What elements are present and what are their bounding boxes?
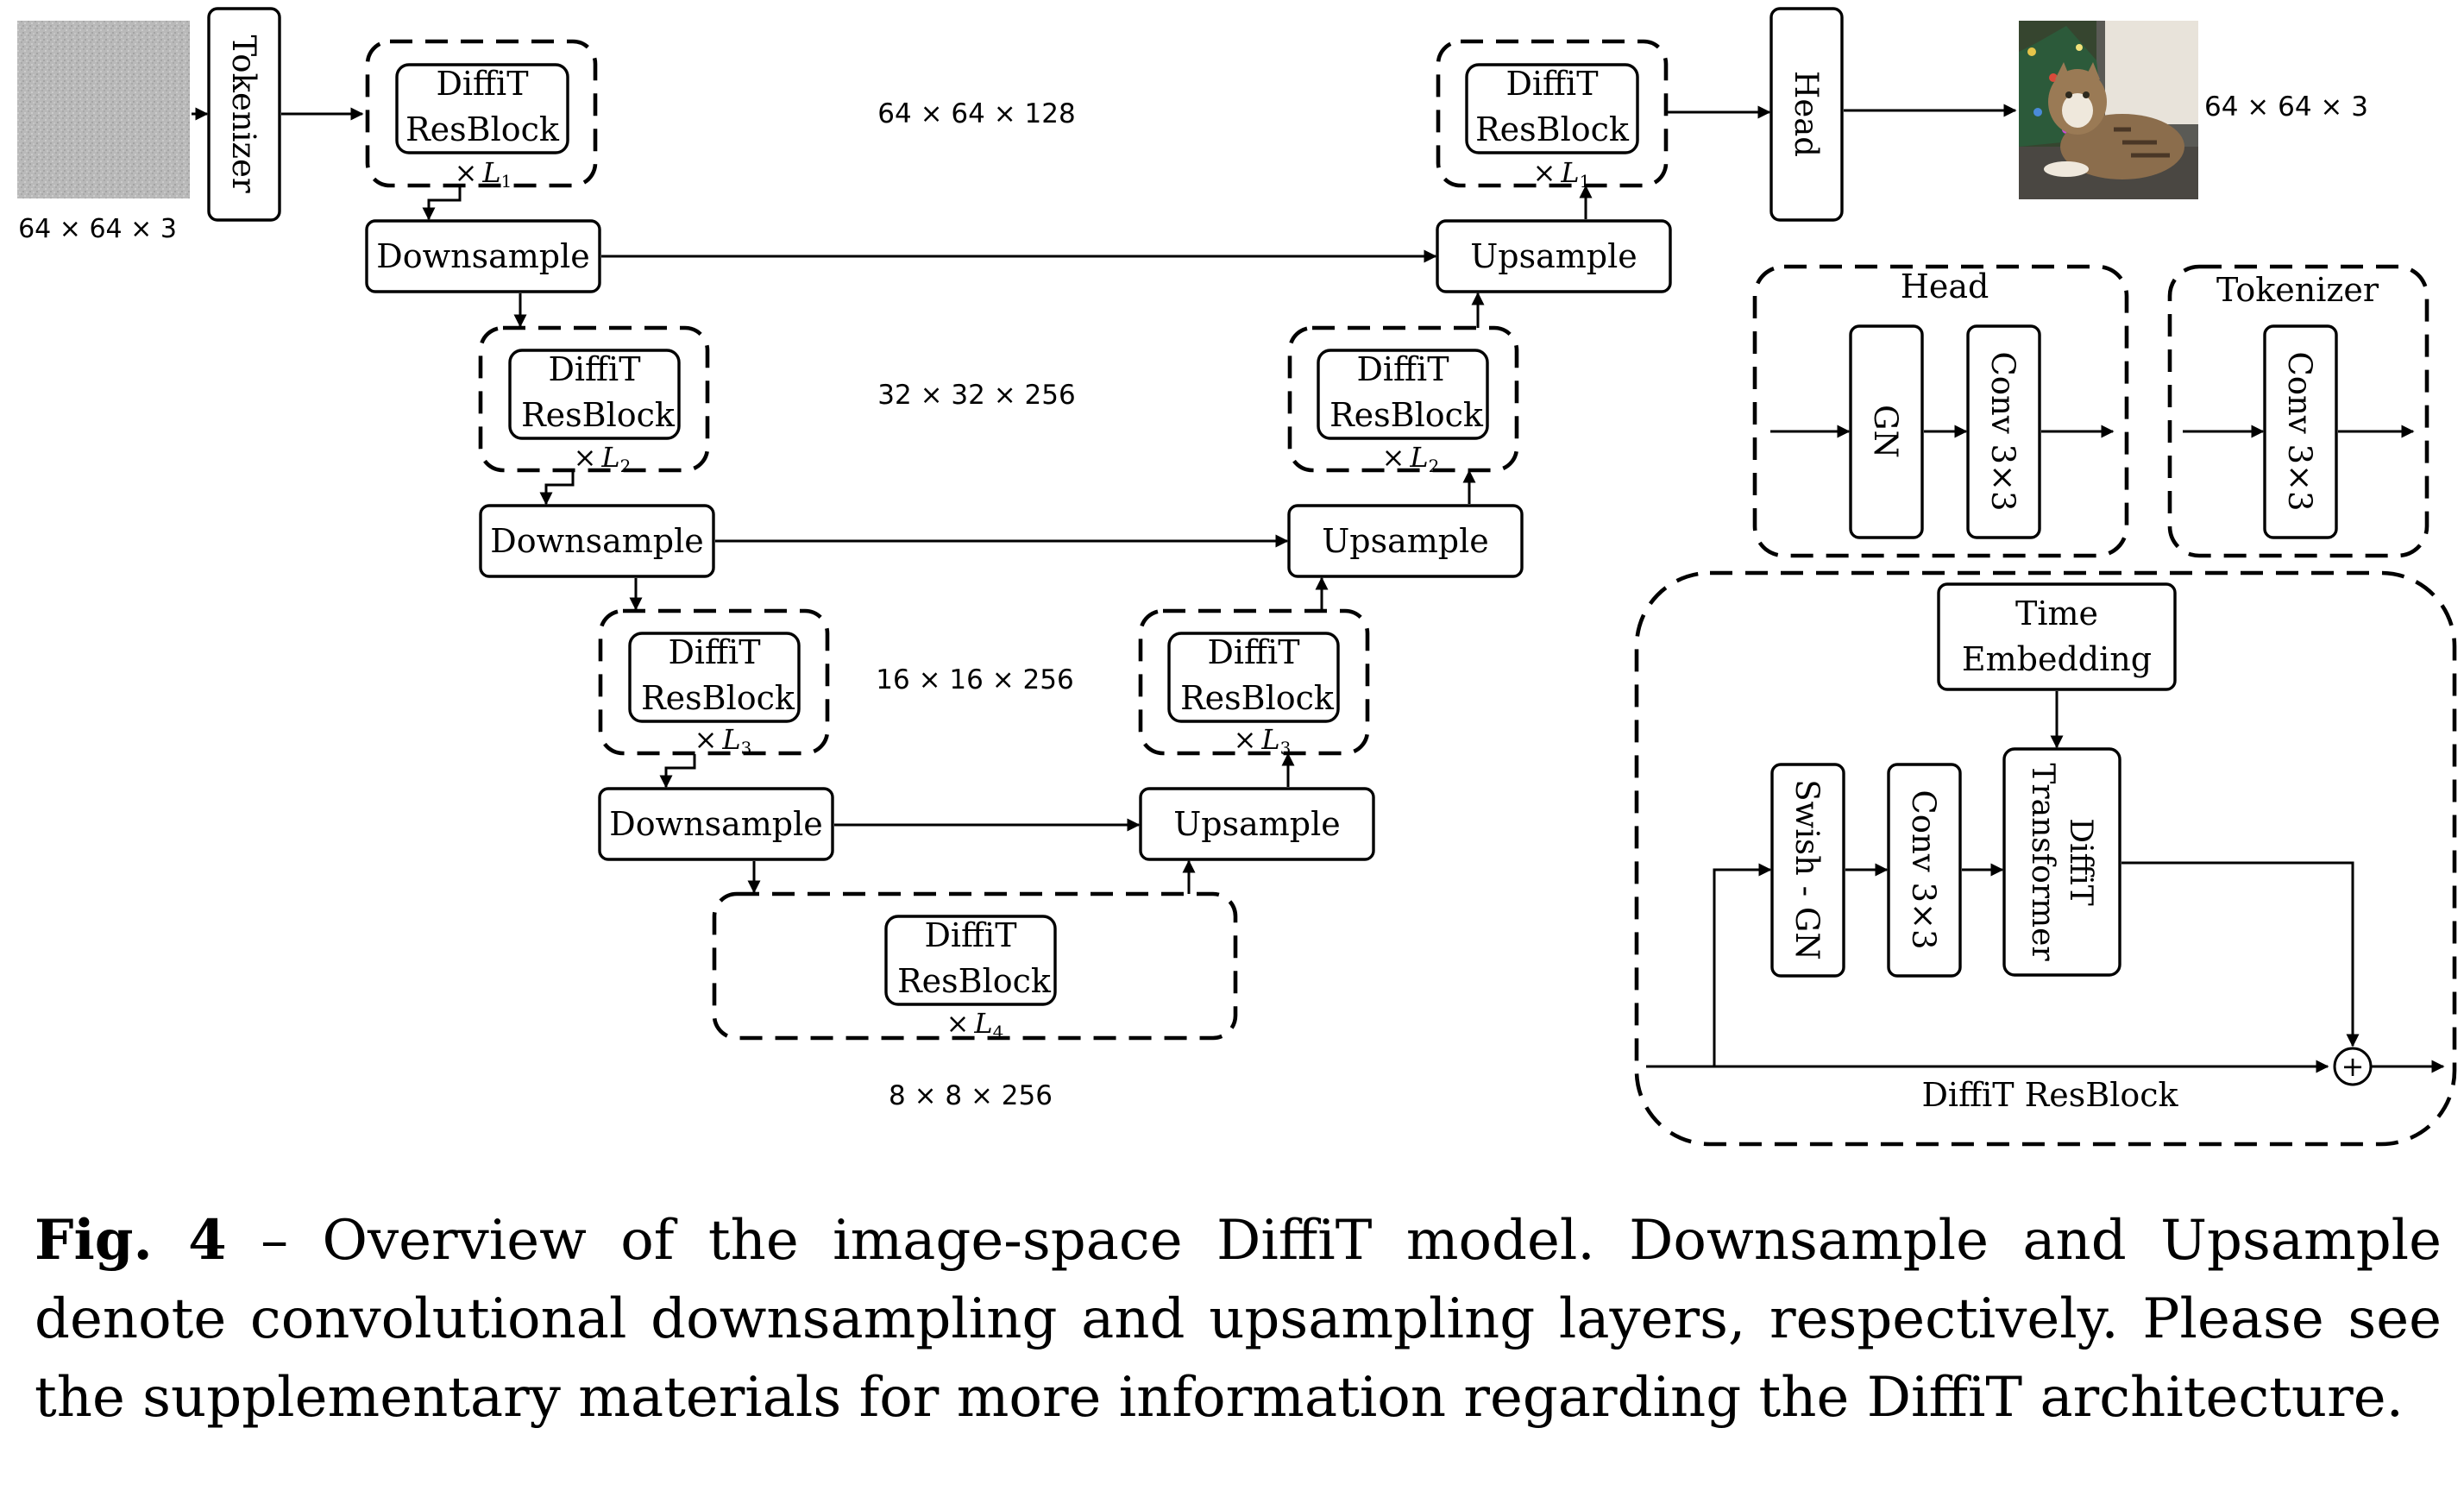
tokenizer-detail-panel <box>2167 264 2429 558</box>
output-cat-image <box>2019 21 2198 199</box>
decoder-level3-resblock-subtitle: ResBlock <box>1180 679 1335 717</box>
encoder-level3-resblock-title: DiffiT <box>668 633 760 671</box>
encoder-level1-resblock-subtitle: ResBlock <box>405 110 560 148</box>
tokenizer-detail-title: Tokenizer <box>2216 271 2379 309</box>
time-embedding-line1: Time <box>2015 595 2098 632</box>
downsample-block-3 <box>598 787 834 861</box>
decoder-level3-resblock-title: DiffiT <box>1207 633 1299 671</box>
tokenizer-conv-block-label: Conv 3×3 <box>2281 351 2318 511</box>
upsample-block-2 <box>1287 504 1524 578</box>
encoder-level3-group <box>598 608 830 756</box>
upsample-block-3 <box>1139 787 1375 861</box>
decoder-level1-resblock <box>1465 63 1639 154</box>
encoder-level3-resblock <box>628 632 801 723</box>
encoder-level2-resblock <box>508 349 681 440</box>
downsample-block-1-label: Downsample <box>376 237 590 275</box>
downsample-block-2 <box>479 504 715 578</box>
encoder-level2-resblock-title: DiffiT <box>548 350 640 388</box>
bottleneck-group <box>712 891 1238 1041</box>
swish-gn-block <box>1770 763 1845 978</box>
swish-gn-block-label: Swish - GN <box>1788 779 1826 960</box>
figure-number: Fig. 4 <box>35 1208 227 1273</box>
diffit-transformer-line1: DiffiT <box>2063 818 2098 905</box>
bottleneck-repeat: × L4 <box>946 1007 1004 1042</box>
upsample-block-1 <box>1436 219 1672 293</box>
head-detail-panel <box>1752 264 2129 558</box>
decoder-level2-resblock-subtitle: ResBlock <box>1329 396 1484 434</box>
downsample-block-2-label: Downsample <box>490 522 704 560</box>
encoder-level1-repeat: × L1 <box>455 156 512 192</box>
bottleneck-resblock-subtitle: ResBlock <box>897 962 1052 1000</box>
decoder-level2-repeat: × L2 <box>1382 441 1440 476</box>
tokenizer-block-label: Tokenizer <box>225 35 262 192</box>
time-embedding-block <box>1937 582 2177 691</box>
decoder-level1-resblock-title: DiffiT <box>1505 65 1598 103</box>
tokenizer-conv-block <box>2263 324 2338 539</box>
input-noise-image <box>17 21 190 198</box>
output-dims-label: 64 × 64 × 3 <box>2204 91 2368 123</box>
decoder-level1-resblock-subtitle: ResBlock <box>1475 110 1630 148</box>
resblock-conv-block <box>1887 763 1962 978</box>
head-block <box>1769 7 1844 222</box>
encoder-level3-repeat: × L3 <box>695 723 752 758</box>
decoder-level3-resblock <box>1167 632 1340 723</box>
head-conv-block-label: Conv 3×3 <box>1984 351 2021 511</box>
residual-add-symbol: + <box>2341 1050 2365 1083</box>
gn-block-label: GN <box>1867 405 1904 458</box>
decoder-level1-group <box>1436 39 1669 188</box>
head-block-label: Head <box>1788 71 1825 157</box>
gn-block <box>1849 324 1924 539</box>
decoder-level3-repeat: × L3 <box>1234 723 1292 758</box>
encoder-level2-repeat: × L2 <box>574 441 632 476</box>
decoder-level3-group <box>1138 608 1370 756</box>
level2-dims-label: 32 × 32 × 256 <box>877 380 1075 411</box>
decoder-level2-resblock <box>1317 349 1489 440</box>
encoder-level3-resblock-subtitle: ResBlock <box>641 679 795 717</box>
diffit-transformer-block <box>2002 747 2121 977</box>
resblock-detail-panel <box>1634 570 2457 1147</box>
resblock-detail-footer: DiffiT ResBlock <box>1921 1076 2178 1114</box>
diffit-transformer-line2: Transformer <box>2025 763 2060 961</box>
encoder-level1-resblock-title: DiffiT <box>436 65 528 103</box>
upsample-block-2-label: Upsample <box>1322 522 1489 560</box>
head-conv-block <box>1966 324 2041 539</box>
encoder-level1-resblock <box>395 63 569 154</box>
encoder-level1-group <box>365 39 598 188</box>
upsample-block-1-label: Upsample <box>1470 237 1637 275</box>
encoder-level2-group <box>478 325 710 473</box>
figure-caption: Fig. 4 – Overview of the image-space Dif… <box>35 1201 2442 1438</box>
level4-dims-label: 8 × 8 × 256 <box>889 1080 1053 1111</box>
downsample-block-3-label: Downsample <box>609 805 823 843</box>
head-detail-title: Head <box>1901 267 1989 305</box>
encoder-level2-resblock-subtitle: ResBlock <box>521 396 676 434</box>
decoder-level1-repeat: × L1 <box>1533 156 1591 192</box>
bottleneck-resblock-title: DiffiT <box>924 916 1016 954</box>
resblock-conv-block-label: Conv 3×3 <box>1905 790 1942 949</box>
input-dims-label: 64 × 64 × 3 <box>18 214 177 244</box>
figure-caption-text: – Overview of the image-space DiffiT mod… <box>35 1209 2442 1430</box>
decoder-level2-resblock-title: DiffiT <box>1356 350 1449 388</box>
level1-dims-label: 64 × 64 × 128 <box>877 98 1075 129</box>
downsample-block-1 <box>365 219 601 293</box>
bottleneck-resblock <box>884 915 1057 1006</box>
diffit-architecture-diagram: 64 × 64 × 3 Tokenizer DiffiT ResBlock × L… <box>17 7 2457 1147</box>
level3-dims-label: 16 × 16 × 256 <box>876 664 1073 695</box>
time-embedding-line2: Embedding <box>1962 640 2152 678</box>
decoder-level2-group <box>1287 325 1519 473</box>
tokenizer-block <box>207 7 281 222</box>
upsample-block-3-label: Upsample <box>1173 805 1341 843</box>
